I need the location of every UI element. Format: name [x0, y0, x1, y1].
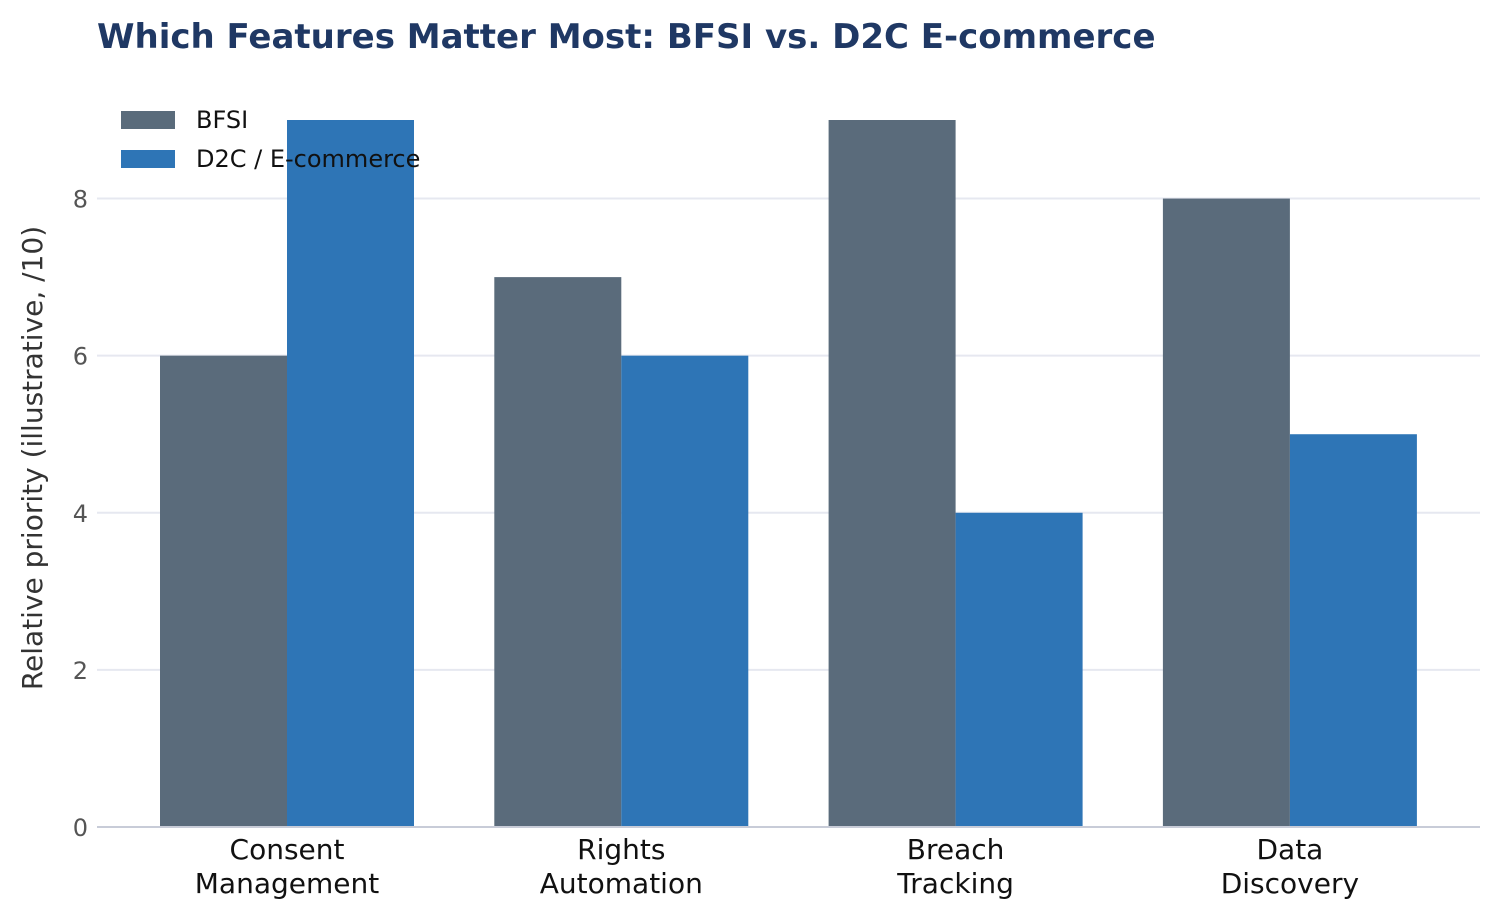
y-tick-label: 4	[73, 500, 88, 528]
chart-title: Which Features Matter Most: BFSI vs. D2C…	[97, 17, 1156, 57]
legend-swatch	[121, 150, 175, 168]
y-tick-label: 0	[73, 814, 88, 842]
y-tick-label: 8	[73, 186, 88, 214]
y-tick-label: 6	[73, 343, 88, 371]
bar	[160, 355, 287, 827]
x-tick-label: Discovery	[1221, 867, 1359, 900]
x-tick-label: Rights	[577, 833, 665, 866]
y-axis-label: Relative priority (illustrative, /10)	[16, 226, 49, 690]
bar	[287, 120, 414, 827]
x-tick-label: Management	[195, 867, 379, 900]
bar	[1162, 198, 1290, 828]
legend: BFSI D2C / E-commerce	[121, 106, 420, 173]
bars	[160, 120, 1417, 828]
y-axis: 0 2 4 6 8	[73, 186, 88, 842]
legend-label: BFSI	[196, 106, 248, 134]
bar	[955, 512, 1083, 827]
x-tick-label: Automation	[540, 867, 703, 900]
bar	[828, 120, 956, 827]
bar	[621, 355, 749, 827]
legend-label: D2C / E-commerce	[196, 145, 420, 173]
bar	[1289, 434, 1417, 827]
x-tick-label: Breach	[907, 833, 1005, 866]
x-tick-label: Tracking	[896, 867, 1014, 900]
x-tick-label: Consent	[230, 833, 345, 866]
y-tick-label: 2	[73, 657, 88, 685]
x-tick-label: Data	[1256, 833, 1323, 866]
bar	[494, 277, 622, 828]
legend-swatch	[121, 111, 175, 129]
